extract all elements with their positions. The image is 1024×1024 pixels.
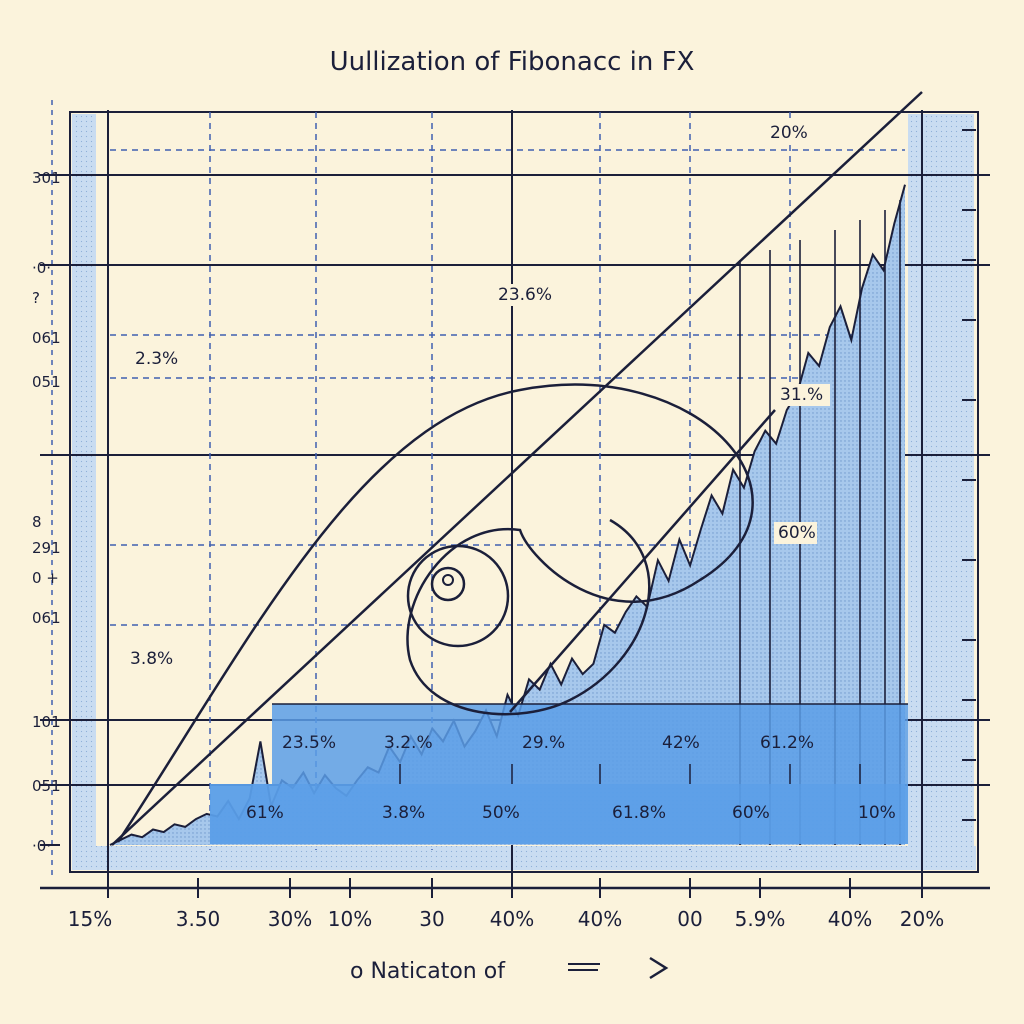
y-tick-label-5: 8 (32, 513, 42, 531)
x-axis-label: o Naticaton of (350, 959, 506, 984)
level-label-3: 31.% (776, 384, 830, 406)
y-tick-label-9: 101 (32, 713, 61, 731)
x-tick-label-6: 40% (578, 907, 622, 931)
level-label-text-5: 3.8% (130, 649, 173, 669)
level-label-5: 3.8% (126, 648, 180, 670)
upper-band (272, 704, 908, 784)
lower-band (210, 784, 908, 844)
x-tick-label-10: 20% (900, 907, 944, 931)
x-tick-label-7: 00 (677, 907, 702, 931)
x-tick-label-1: 3.50 (176, 907, 221, 931)
y-tick-label-7: 0 + (32, 569, 59, 587)
caption-chevron-icon (649, 956, 669, 980)
x-tick-label-5: 40% (490, 907, 534, 931)
y-tick-label-0: 301 (32, 169, 61, 187)
y-tick-label-3: 061 (32, 329, 61, 347)
bottom-stripe (72, 846, 976, 870)
level-label-bg-4 (774, 522, 817, 544)
band-lower-label-2: 50% (482, 803, 520, 823)
level-label-text-3: 31.% (780, 385, 823, 405)
level-label-0: 20% (766, 122, 809, 144)
x-tick-label-4: 30 (419, 907, 444, 931)
trend-line (111, 91, 923, 846)
level-label-text-1: 23.6% (498, 285, 552, 305)
y-tick-label-6: 291 (32, 539, 61, 557)
y-tick-label-2: ? (32, 289, 40, 307)
band-lower-label-4: 60% (732, 803, 770, 823)
band-upper-label-0: 23.5% (282, 733, 336, 753)
spiral-core (430, 566, 466, 602)
left-stripe (72, 114, 96, 854)
spiral-inner-ring (406, 544, 510, 648)
level-label-bg-2 (131, 348, 185, 370)
y-tick-label-4: 051 (32, 373, 61, 391)
level-label-1: 23.6% (494, 284, 559, 306)
x-tick-label-0: 15% (68, 907, 112, 931)
band-lower-label-5: 10% (858, 803, 896, 823)
band-upper-label-3: 42% (662, 733, 700, 753)
x-tick-label-2: 30% (268, 907, 312, 931)
level-label-text-2: 2.3% (135, 349, 178, 369)
band-upper-label-1: 3.2.% (384, 733, 433, 753)
right-stripe (908, 114, 974, 854)
level-labels: 20% 23.6% 2.3% 31.% 60% 3.8% 23.5% 3.2.% 29.% 42%… (126, 122, 896, 823)
band-lower-label-3: 61.8% (612, 803, 666, 823)
x-tick-label-3: 10% (328, 907, 372, 931)
y-tick-label-8: 061 (32, 609, 61, 627)
band-lower-label-0: 61% (246, 803, 284, 823)
y-tick-label-1: ·0· (32, 259, 51, 277)
band-upper-label-4: 61.2% (760, 733, 814, 753)
level-label-text-0: 20% (770, 123, 808, 143)
fib-bands (210, 703, 908, 844)
level-label-2: 2.3% (131, 348, 185, 370)
band-lower-label-1: 3.8% (382, 803, 425, 823)
level-label-bg-5 (126, 648, 180, 670)
x-tick-label-9: 40% (828, 907, 872, 931)
caption-arrow-shaft (568, 963, 600, 971)
level-label-text-4: 60% (778, 523, 816, 543)
band-upper-label-2: 29.% (522, 733, 565, 753)
x-tick-label-8: 5.9% (735, 907, 786, 931)
x-axis-caption: o Naticaton of (350, 956, 669, 984)
level-label-4: 60% (774, 522, 817, 544)
retracement-line (509, 409, 776, 713)
level-label-bg-0 (766, 122, 809, 144)
spiral-center (442, 574, 454, 586)
level-label-bg-3 (776, 384, 830, 406)
price-area-fill (110, 184, 905, 845)
x-axis-ticks: 15% 3.50 30% 10% 30 40% 40% 00 5.9% 40% 20% (68, 878, 944, 931)
fibonacci-spiral-outer (116, 383, 754, 843)
chart-title: Uullization of Fibonacc in FX (330, 47, 695, 77)
fibonacci-spiral (111, 91, 923, 846)
level-label-bg-1 (494, 284, 559, 306)
